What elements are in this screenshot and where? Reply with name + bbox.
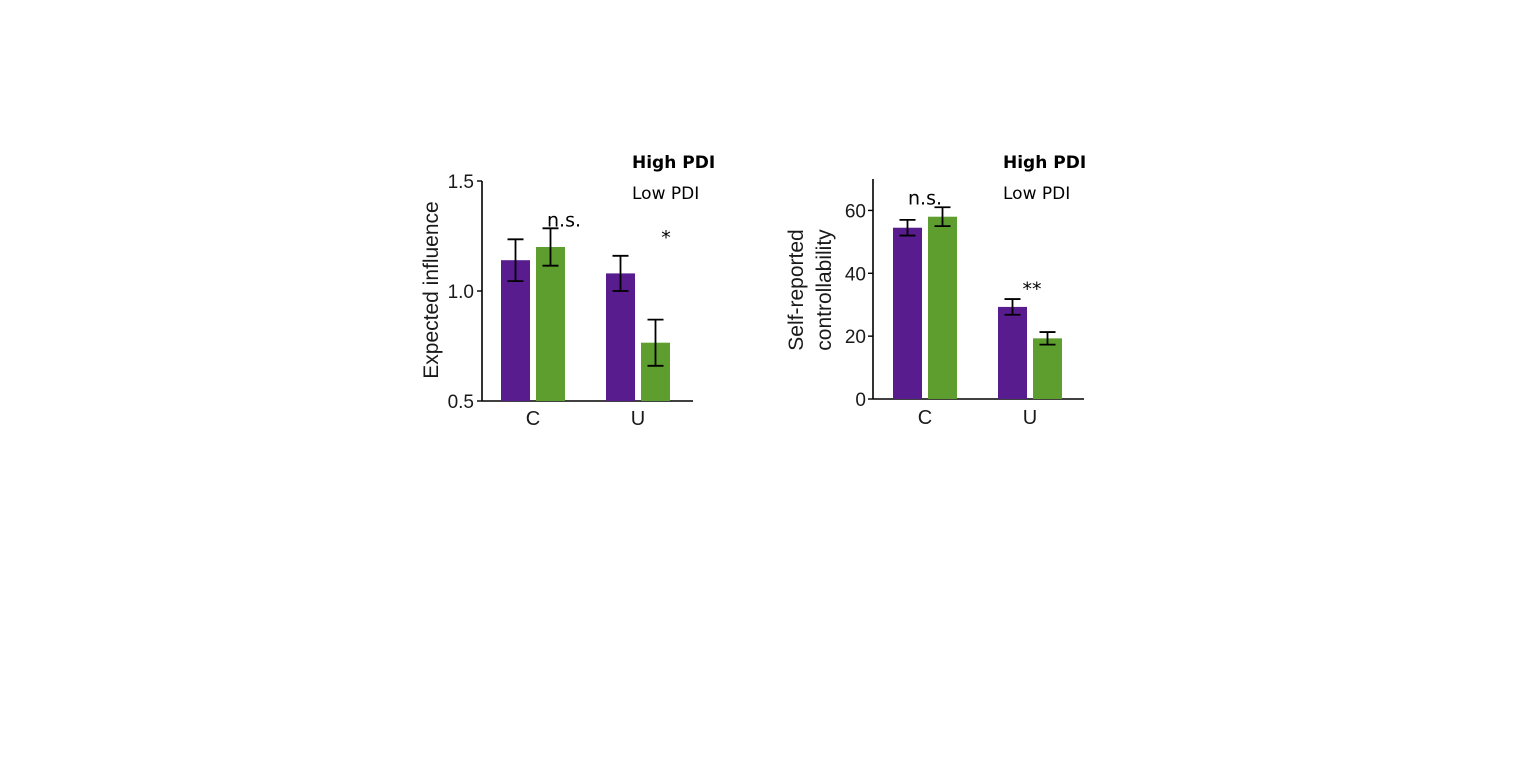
bar-high-pdi-u <box>606 273 635 401</box>
y-tick-label: 1.5 <box>448 172 474 193</box>
y-axis-label: Expected influence <box>420 201 443 378</box>
x-category-label: C <box>918 407 932 429</box>
legend-entry: High PDI <box>632 153 715 173</box>
y-axis-label: Self-reported <box>785 229 808 350</box>
y-tick-label: 0.5 <box>448 392 474 413</box>
y-tick-label: 1.0 <box>448 282 474 303</box>
error-bar-low-pdi-u <box>1039 331 1056 346</box>
y-tick-label: 60 <box>845 201 866 222</box>
bar-high-pdi-c <box>893 227 922 399</box>
significance-annotation: ** <box>1023 278 1042 300</box>
legend-entry: High PDI <box>1003 153 1086 173</box>
bar-low-pdi-c <box>536 247 565 401</box>
significance-annotation: n.s. <box>908 187 942 209</box>
legend-entry: Low PDI <box>632 184 699 204</box>
error-bar-low-pdi-u <box>647 318 664 367</box>
error-bar-low-pdi-c <box>542 227 559 267</box>
y-tick-label: 20 <box>845 327 866 348</box>
y-axis-label: controllability <box>813 229 836 351</box>
x-category-label: C <box>526 408 540 430</box>
bar-high-pdi-c <box>501 260 530 401</box>
error-bar-high-pdi-u <box>1004 298 1021 316</box>
error-bar-high-pdi-c <box>899 218 916 237</box>
chart-2: 0 20 40 60 Self-reported controllability C Un.s… <box>785 153 1086 429</box>
bar-low-pdi-u <box>1033 338 1062 399</box>
error-bar-high-pdi-c <box>507 238 524 282</box>
y-tick-label: 0 <box>855 390 866 411</box>
bar-low-pdi-c <box>928 216 957 399</box>
y-tick-label: 40 <box>845 264 866 285</box>
error-bar-high-pdi-u <box>612 254 629 292</box>
x-category-label: U <box>631 408 645 430</box>
significance-annotation: * <box>661 227 671 249</box>
x-category-label: U <box>1023 407 1037 429</box>
error-bar-low-pdi-c <box>934 206 951 228</box>
bar-high-pdi-u <box>998 306 1027 399</box>
legend-entry: Low PDI <box>1003 184 1070 204</box>
significance-annotation: n.s. <box>547 209 581 231</box>
